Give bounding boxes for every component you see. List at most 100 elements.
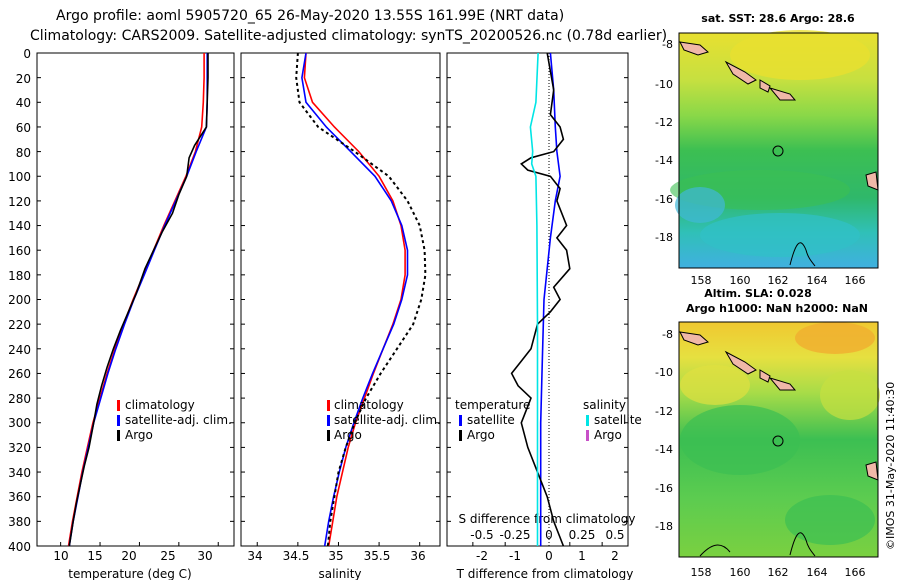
lat-tick: -10: [655, 366, 673, 379]
lon-tick: 158: [691, 566, 712, 579]
series-line-satellite-adj-clim-: [301, 53, 409, 546]
difference-tick-marks: [447, 52, 628, 547]
lon-tick: 166: [845, 566, 866, 579]
legend-label-temp-argo: Argo: [467, 428, 495, 442]
sst-map-title: sat. SST: 28.6 Argo: 28.6: [701, 12, 855, 25]
sst-cool-patch-2: [675, 187, 725, 223]
sal-tick-35: 35: [328, 549, 343, 563]
legend-label-argo: Argo: [334, 428, 362, 442]
series-line-temperature-argo: [510, 53, 571, 546]
sal-tick-35-5: 35.5: [364, 549, 391, 563]
island-solomon-1: [679, 331, 710, 346]
lat-tick: -10: [655, 78, 673, 91]
depth-tick-280: 280: [8, 392, 31, 406]
title-line-2: Climatology: CARS2009. Satellite-adjuste…: [30, 28, 667, 44]
lon-tick: 164: [807, 566, 828, 579]
depth-tick-220: 220: [8, 318, 31, 332]
reef-contour-2: [699, 544, 731, 557]
sla-yellow-patch-2: [820, 370, 880, 420]
sla-map-frame: [678, 321, 879, 558]
lon-tick: 160: [730, 274, 751, 287]
legend-heading-salinity: salinity: [583, 398, 626, 412]
sst-map-lat-ticks: -8 -10 -12 -14 -16 -18: [655, 38, 673, 244]
sla-yellow-patch: [680, 365, 750, 405]
temp-tick-20: 20: [121, 549, 136, 563]
depth-tick-labels: 0 20 40 60 80 100 120 140 160 180 200 22…: [8, 47, 31, 554]
sal-tick-36: 36: [410, 549, 425, 563]
lat-tick: -18: [655, 231, 673, 244]
lon-tick: 162: [768, 566, 789, 579]
depth-tick-100: 100: [8, 170, 31, 184]
diff-tick-1: 1: [578, 549, 586, 563]
float-position-marker: [772, 145, 784, 157]
sla-map-lat-ticks: -8 -10 -12 -14 -16 -18: [655, 328, 673, 533]
sst-warm-patch: [730, 30, 870, 80]
depth-tick-140: 140: [8, 219, 31, 233]
island-solomon-3: [759, 79, 771, 93]
legend-label-climatology: climatology: [125, 398, 195, 412]
temperature-legend: climatology satellite-adj. clim. Argo: [117, 398, 232, 442]
difference-top-tick-labels: -0.5 -0.25 0 0.25 0.5: [470, 528, 624, 542]
legend-swatch-satellite: [117, 415, 120, 426]
lat-tick: -8: [662, 328, 673, 341]
sdiff-tick-minus0-25: -0.25: [499, 528, 530, 542]
sal-tick-34-5: 34.5: [283, 549, 310, 563]
lat-tick: -16: [655, 482, 673, 495]
legend-swatch-sal-satellite: [586, 415, 589, 426]
legend-swatch-sal-argo: [586, 430, 589, 441]
temp-tick-25: 25: [160, 549, 175, 563]
sla-map-title: Altim. SLA: 0.028: [704, 287, 811, 300]
legend-label-climatology: climatology: [334, 398, 404, 412]
depth-tick-20: 20: [16, 72, 31, 86]
legend-label-sal-argo: Argo: [594, 428, 622, 442]
lat-tick: -14: [655, 443, 673, 456]
legend-label-temp-satellite: satellite: [467, 413, 515, 427]
depth-tick-160: 160: [8, 244, 31, 258]
temperature-series: [67, 53, 209, 546]
sla-map-lon-ticks: 158 160 162 164 166: [691, 566, 866, 579]
legend-label-satellite: satellite-adj. clim.: [334, 413, 441, 427]
salinity-tick-marks: [241, 52, 440, 547]
depth-tick-180: 180: [8, 269, 31, 283]
lon-tick: 164: [807, 274, 828, 287]
sla-green-patch: [680, 405, 800, 475]
depth-tick-320: 320: [8, 441, 31, 455]
sdiff-tick-0-5: 0.5: [605, 528, 624, 542]
temperature-axis-label: temperature (deg C): [68, 567, 191, 580]
legend-swatch-argo: [327, 430, 330, 441]
sst-map-frame: [678, 32, 879, 269]
depth-tick-0: 0: [23, 47, 31, 61]
depth-tick-240: 240: [8, 343, 31, 357]
sst-map-lon-ticks: 158 160 162 164 166: [691, 274, 866, 287]
reef-contour: [789, 532, 816, 557]
legend-swatch-argo: [117, 430, 120, 441]
difference-axis-label: T difference from climatology: [456, 567, 634, 580]
reef-contour: [789, 242, 816, 267]
legend-label-sal-satellite: satellite: [594, 413, 642, 427]
temperature-panel-frame: [36, 52, 235, 547]
diff-tick-2: 2: [611, 549, 619, 563]
depth-tick-40: 40: [16, 96, 31, 110]
legend-heading-temperature: temperature: [455, 398, 530, 412]
series-line-climatology: [303, 53, 406, 546]
island-solomon-4: [768, 87, 797, 101]
depth-tick-260: 260: [8, 367, 31, 381]
lat-tick: -16: [655, 193, 673, 206]
height-map-title: Argo h1000: NaN h2000: NaN: [686, 302, 868, 315]
series-line-salinity-satellite: [529, 53, 539, 546]
series-line-argo: [68, 53, 209, 546]
temp-tick-10: 10: [53, 549, 68, 563]
lon-tick: 166: [845, 274, 866, 287]
legend-swatch-climatology: [117, 400, 120, 411]
island-solomon-4: [768, 377, 797, 391]
series-line-temperature-satellite: [539, 53, 561, 546]
legend-swatch-temp-satellite: [459, 415, 462, 426]
sst-map: [670, 30, 879, 269]
depth-tick-300: 300: [8, 416, 31, 430]
lat-tick: -18: [655, 520, 673, 533]
depth-tick-380: 380: [8, 515, 31, 529]
sdiff-tick-minus0-5: -0.5: [470, 528, 493, 542]
legend-label-argo: Argo: [125, 428, 153, 442]
sdiff-tick-0: 0: [545, 528, 553, 542]
sla-green-patch-2: [785, 495, 875, 545]
